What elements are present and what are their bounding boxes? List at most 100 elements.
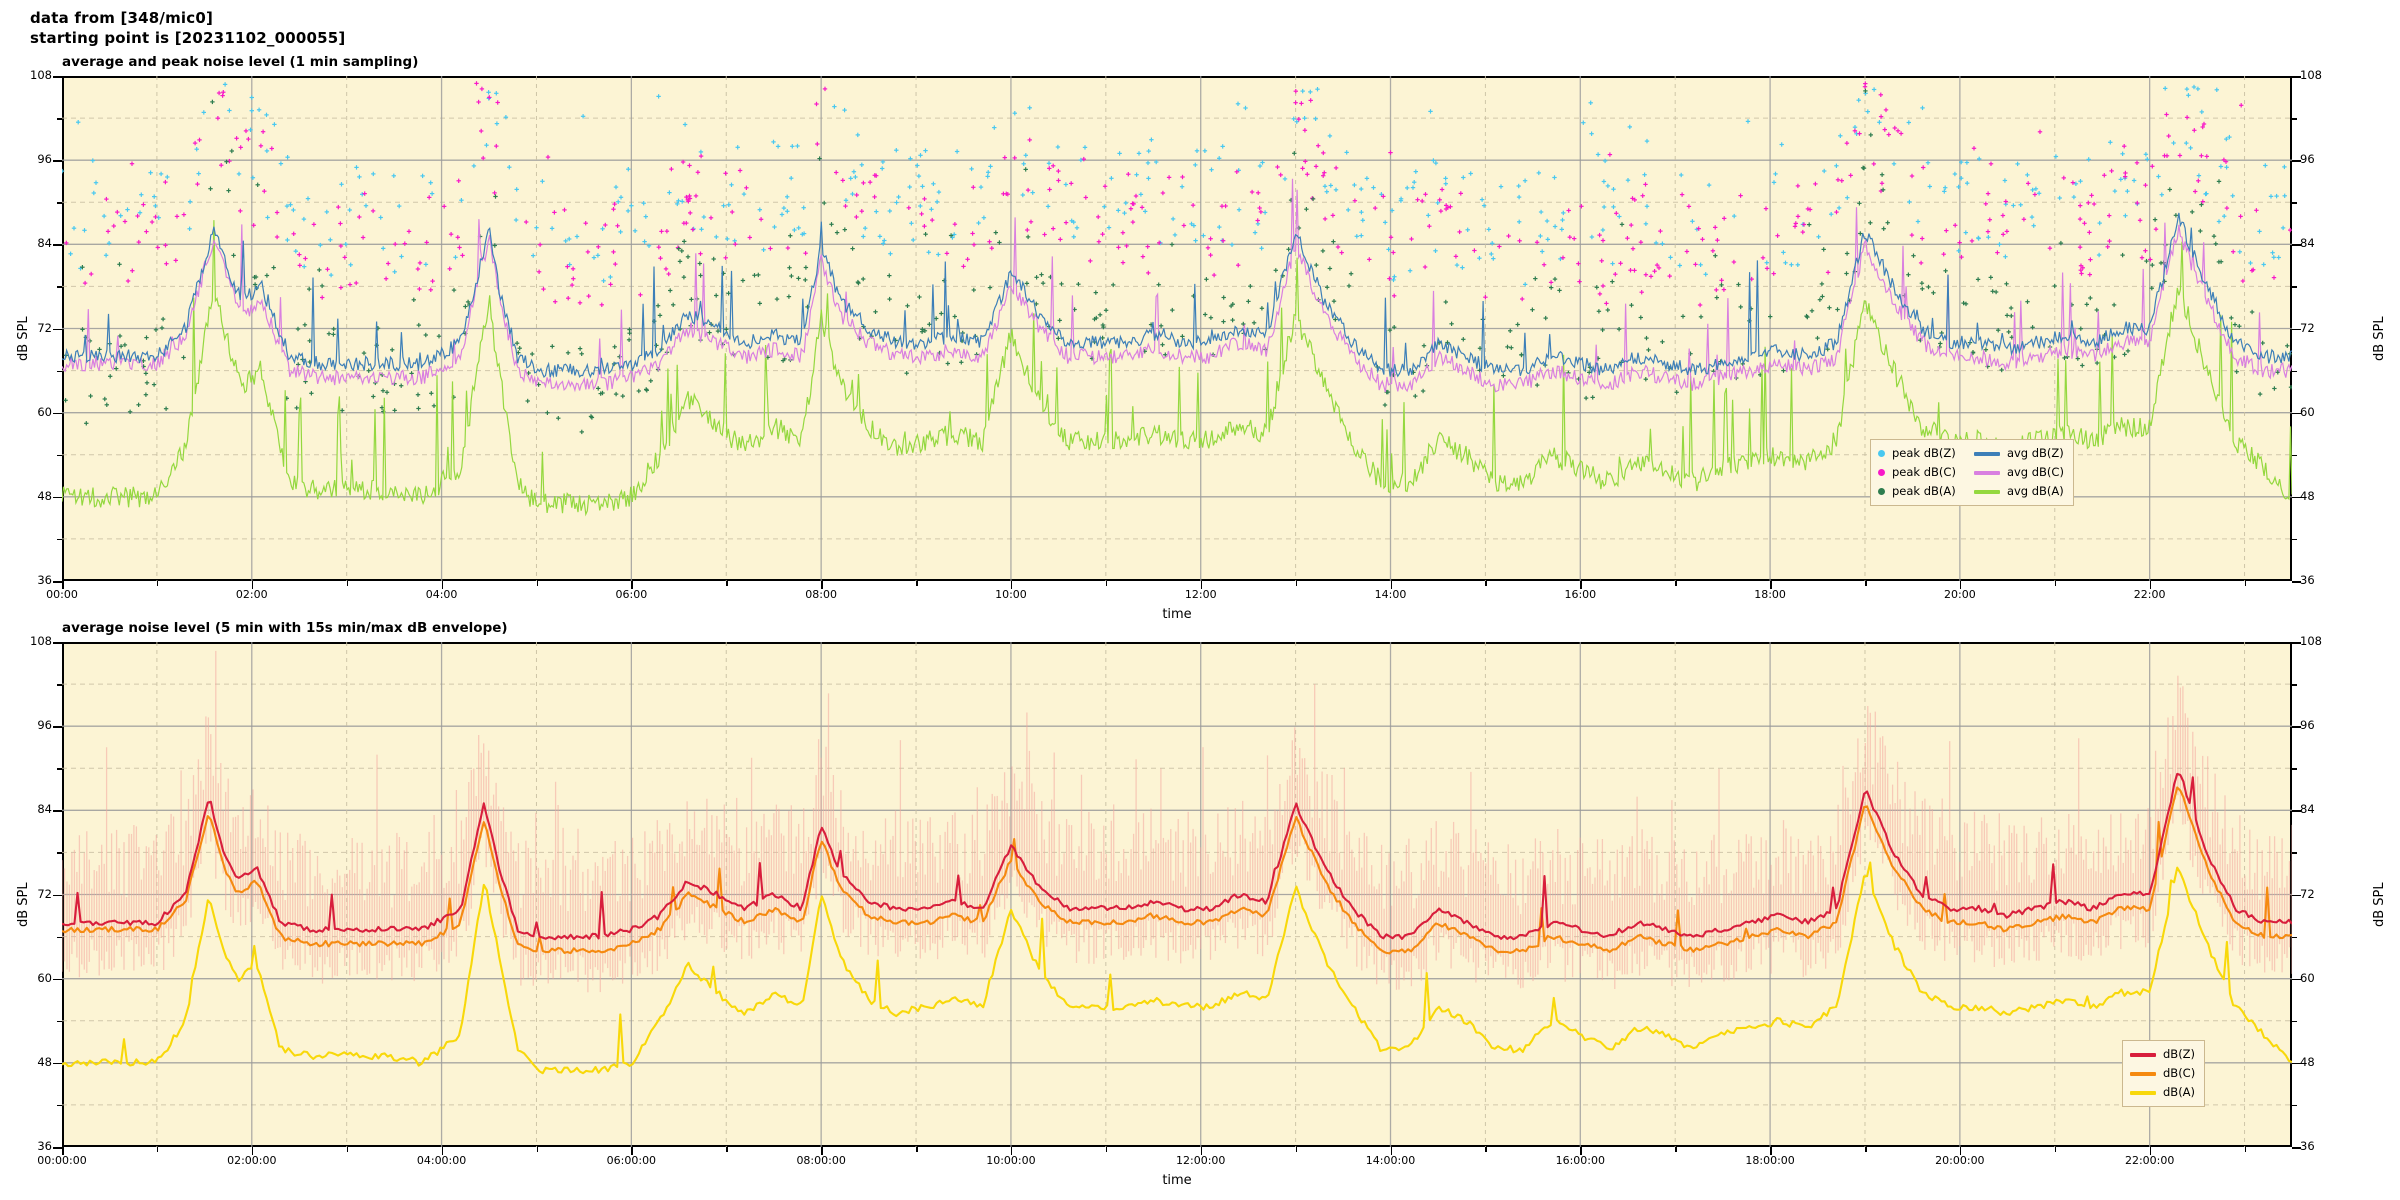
legend-label-avg-dbz: avg dB(Z) bbox=[2006, 446, 2064, 460]
panel1-ytick-right-84: 84 bbox=[2300, 236, 2315, 251]
panel1-yminor-tick bbox=[57, 202, 62, 204]
panel2-xtick-mark bbox=[631, 1147, 633, 1155]
panel2-xtick-3: 06:00:00 bbox=[606, 1154, 657, 1167]
panel2-yaxis-label-left: dB SPL bbox=[16, 881, 31, 927]
panel1-xtick-1: 02:00 bbox=[235, 588, 268, 601]
panel2-ytick-left-36: 36 bbox=[37, 1139, 52, 1153]
panel1-ytick-right-108: 108 bbox=[2300, 68, 2322, 82]
panel2-xminor-tick bbox=[1105, 1147, 1108, 1152]
panel2-xminor-tick bbox=[2244, 1147, 2247, 1152]
panel1-yminor-tick bbox=[57, 370, 62, 373]
panel2-xtick-4: 08:00:00 bbox=[796, 1154, 846, 1167]
panel1-ytick-mark bbox=[53, 160, 62, 162]
peak-dba-marker-icon bbox=[1878, 488, 1885, 496]
panel2-chart-svg bbox=[62, 642, 2292, 1147]
panel2-ytick-right-60: 60 bbox=[2300, 970, 2315, 985]
panel1-xtick-mark bbox=[821, 581, 823, 589]
panel1-xminor-tick bbox=[346, 581, 349, 586]
panel2-xtick-0: 00:00:00 bbox=[37, 1154, 87, 1167]
legend-label-dba: dB(A) bbox=[2163, 1084, 2196, 1099]
legend-label-peak-dbz: peak dB(Z) bbox=[1892, 446, 1956, 460]
panel1-ytick-left-96: 96 bbox=[37, 152, 52, 167]
panel2-ytick-mark bbox=[2292, 1147, 2301, 1149]
panel1-xtick-0: 00:00 bbox=[46, 588, 78, 601]
panel2-xminor-tick bbox=[916, 1147, 918, 1152]
panel2-yminor-tick bbox=[2292, 852, 2297, 854]
panel2-xminor-tick bbox=[1485, 1147, 1487, 1152]
dbz-line-icon bbox=[2130, 1052, 2156, 1057]
panel1-ytick-left-48: 48 bbox=[37, 488, 52, 503]
panel2-yminor-tick bbox=[57, 1104, 62, 1107]
panel2-xtick-2: 04:00:00 bbox=[416, 1154, 467, 1167]
panel2-yminor-tick bbox=[57, 768, 62, 770]
panel1-xtick-mark bbox=[1200, 581, 1203, 589]
panel1-chart-svg bbox=[62, 76, 2292, 581]
panel1-xminor-tick bbox=[1105, 581, 1108, 586]
panel2-yminor-tick bbox=[57, 852, 62, 854]
panel1-xtick-5: 10:00 bbox=[995, 588, 1027, 601]
panel1-xminor-tick bbox=[2244, 581, 2247, 586]
panel2-ytick-mark bbox=[53, 1062, 62, 1065]
panel2-xtick-mark bbox=[1390, 1147, 1392, 1155]
panel2-yaxis-label-right: dB SPL bbox=[2372, 881, 2387, 927]
panel1-ytick-right-36: 36 bbox=[2300, 573, 2315, 587]
legend-item-peak-dbc: peak dB(C) bbox=[1878, 464, 1956, 482]
panel1-xtick-10: 20:00 bbox=[1944, 588, 1976, 601]
legend-item-peak-dbz: peak dB(Z) bbox=[1878, 445, 1956, 463]
panel2-xtick-mark bbox=[62, 1147, 64, 1155]
panel2-yminor-tick bbox=[2292, 1104, 2297, 1107]
panel2-xminor-tick bbox=[1675, 1147, 1677, 1152]
panel2-xtick-mark bbox=[1200, 1147, 1203, 1155]
panel1-ytick-left-60: 60 bbox=[37, 404, 52, 419]
panel1-xtick-3: 06:00 bbox=[615, 588, 648, 601]
panel1-ytick-right-60: 60 bbox=[2300, 404, 2315, 419]
panel1-yminor-tick bbox=[2292, 454, 2297, 457]
panel2-yminor-tick bbox=[2292, 936, 2297, 939]
panel2-ytick-left-60: 60 bbox=[37, 970, 52, 985]
panel2-yminor-tick bbox=[57, 1020, 62, 1023]
dba-line-icon bbox=[2130, 1090, 2156, 1095]
panel1-xtick-mark bbox=[441, 581, 444, 589]
panel1-xtick-4: 08:00 bbox=[805, 588, 837, 601]
panel2-ytick-right-84: 84 bbox=[2300, 802, 2315, 817]
legend-item-peak-dba: peak dB(A) bbox=[1878, 483, 1956, 501]
panel2-xminor-tick bbox=[2054, 1147, 2057, 1152]
panel2-ytick-left-84: 84 bbox=[37, 802, 52, 817]
panel1-ytick-mark bbox=[2292, 328, 2301, 330]
panel2-ytick-right-48: 48 bbox=[2300, 1054, 2315, 1069]
legend-label-dbz: dB(Z) bbox=[2163, 1047, 2196, 1061]
panel2-xtick-7: 14:00:00 bbox=[1365, 1154, 1416, 1167]
panel1-xminor-tick bbox=[1295, 581, 1298, 586]
panel2-ytick-right-96: 96 bbox=[2300, 718, 2315, 733]
panel1-xaxis-label: time bbox=[1162, 607, 1192, 622]
panel2-ytick-mark bbox=[2292, 726, 2301, 728]
avg-dbz-line-icon bbox=[1973, 451, 2000, 456]
panel2-xtick-mark bbox=[1959, 1147, 1962, 1155]
panel2-yminor-tick bbox=[2292, 684, 2297, 686]
avg-dbc-line-icon bbox=[1973, 470, 2000, 475]
panel2-ytick-mark bbox=[2292, 1062, 2301, 1065]
panel1-ytick-mark bbox=[53, 412, 62, 415]
panel1-ytick-mark bbox=[2292, 76, 2301, 78]
panel2-ytick-left-96: 96 bbox=[37, 718, 52, 733]
panel1-ytick-mark bbox=[53, 328, 62, 330]
panel1-xminor-tick bbox=[536, 581, 538, 586]
panel2-ytick-mark bbox=[53, 978, 62, 981]
panel2-xminor-tick bbox=[1865, 1147, 1867, 1152]
panel2-xminor-tick bbox=[346, 1147, 349, 1152]
legend-item-dbz: dB(Z) bbox=[2130, 1046, 2195, 1064]
panel1-ytick-mark bbox=[2292, 412, 2301, 415]
panel1-xtick-2: 04:00 bbox=[425, 588, 458, 601]
panel1-xminor-tick bbox=[156, 581, 159, 586]
panel2-plot-area bbox=[62, 642, 2292, 1147]
panel2-ytick-mark bbox=[2292, 810, 2301, 812]
header-starting-point: starting point is [20231102_000055] bbox=[30, 29, 346, 48]
panel2-xtick-mark bbox=[1580, 1147, 1582, 1155]
panel1-xtick-11: 22:00 bbox=[2133, 588, 2166, 601]
panel2-ytick-mark bbox=[53, 726, 62, 728]
panel2-xtick-9: 18:00:00 bbox=[1745, 1154, 1795, 1167]
panel1-ytick-mark bbox=[53, 76, 62, 78]
panel2-ytick-mark bbox=[53, 894, 62, 896]
legend-label-dbc: dB(C) bbox=[2163, 1065, 2196, 1080]
panel2-yminor-tick bbox=[57, 936, 62, 939]
